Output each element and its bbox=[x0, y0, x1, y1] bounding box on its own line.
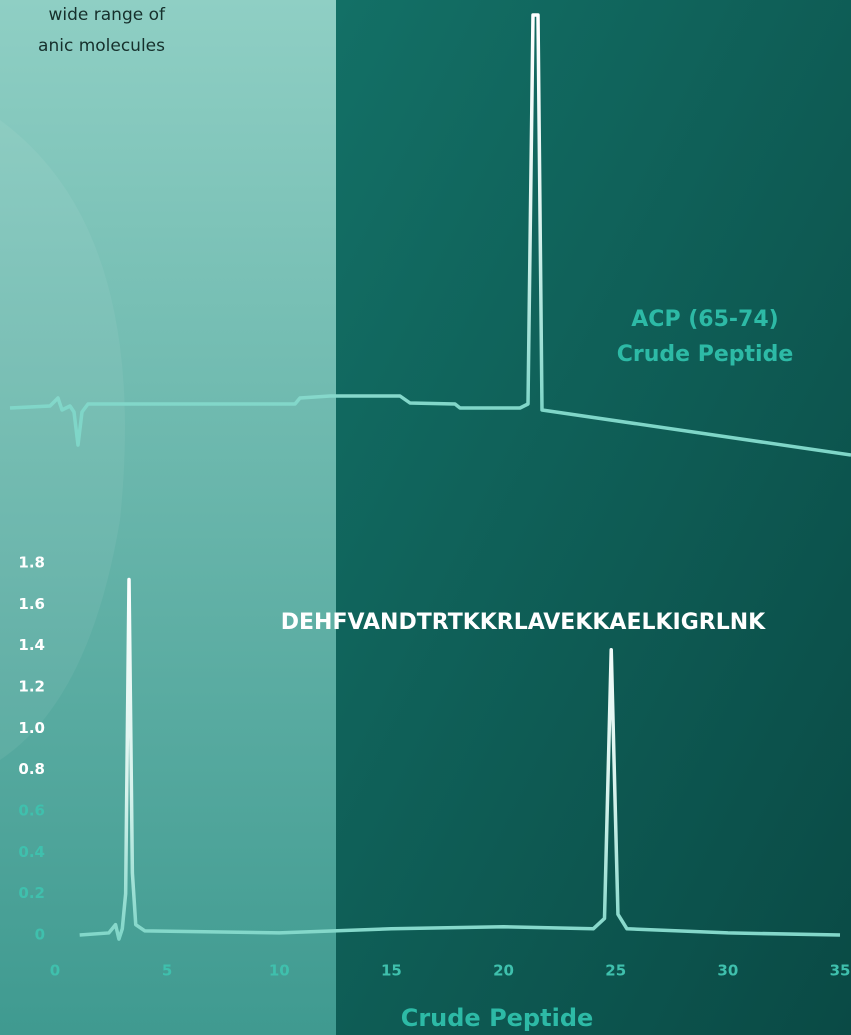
y-tick-label: 0.6 bbox=[18, 802, 45, 820]
x-tick-label: 0 bbox=[50, 962, 60, 980]
y-tick-label: 1.2 bbox=[18, 678, 45, 696]
y-tick-label: 1.0 bbox=[18, 719, 45, 737]
peptide-label: Crude Peptide bbox=[617, 342, 794, 367]
header-line: wide range of bbox=[48, 5, 166, 25]
background-right bbox=[336, 0, 851, 1035]
y-tick-label: 0.8 bbox=[18, 760, 45, 778]
x-tick-label: 25 bbox=[605, 962, 626, 980]
x-tick-label: 30 bbox=[717, 962, 738, 980]
y-tick-label: 1.4 bbox=[18, 636, 45, 654]
y-tick-label: 1.6 bbox=[18, 595, 45, 613]
x-tick-label: 5 bbox=[162, 962, 172, 980]
y-tick-label: 0.4 bbox=[18, 843, 45, 861]
x-tick-label: 20 bbox=[493, 962, 514, 980]
y-tick-label: 1.8 bbox=[18, 554, 45, 572]
peptide-label: ACP (65-74) bbox=[631, 307, 778, 332]
y-tick-label: 0.2 bbox=[18, 884, 45, 902]
page: wide range of anic molecules ACP (65-74)… bbox=[0, 0, 851, 1035]
x-tick-label: 10 bbox=[269, 962, 290, 980]
x-tick-label: 35 bbox=[830, 962, 851, 980]
chart: wide range of anic molecules ACP (65-74)… bbox=[0, 0, 851, 1035]
y-tick-label: 0 bbox=[35, 926, 45, 944]
x-tick-label: 15 bbox=[381, 962, 402, 980]
header-line: anic molecules bbox=[38, 36, 165, 56]
chart-title: Crude Peptide bbox=[401, 1004, 594, 1032]
sequence: DEHFVANDTRTKKRLAVEKKAELKIGRLNK bbox=[281, 610, 766, 635]
